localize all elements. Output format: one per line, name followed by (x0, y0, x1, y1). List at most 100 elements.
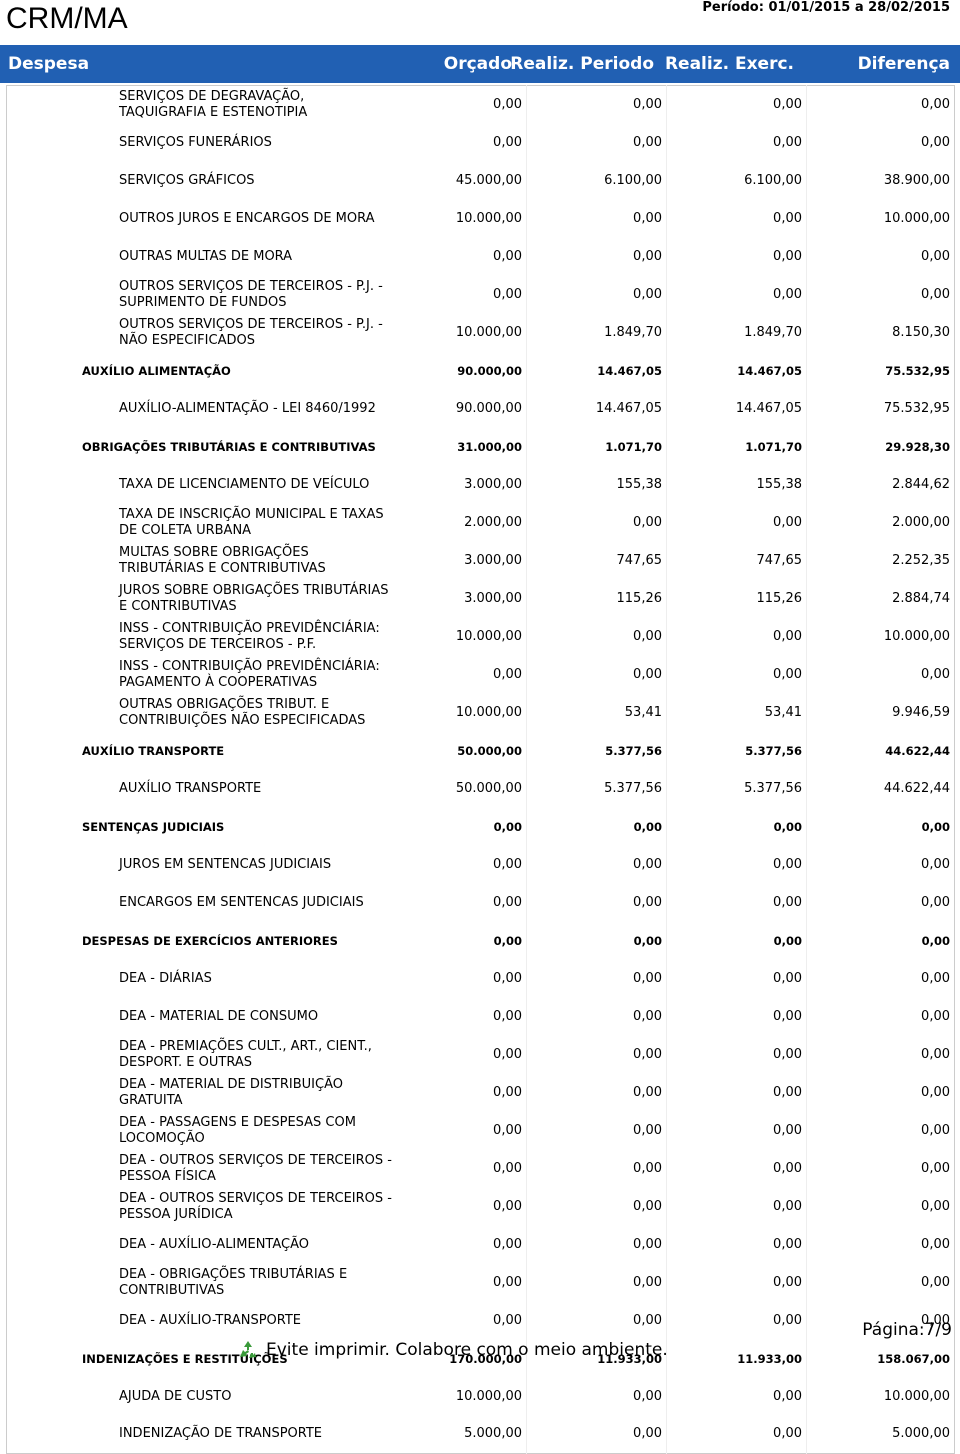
row-value: 29.928,30 (885, 439, 950, 454)
row-value: 75.532,95 (883, 400, 950, 416)
row-value: 45.000,00 (396, 161, 527, 200)
row-value: 0,00 (526, 237, 667, 276)
row-value: 5.377,56 (526, 731, 667, 770)
row-value: 2.884,74 (892, 590, 950, 606)
row-value: 1.849,70 (666, 313, 807, 352)
row-value: 0,00 (526, 655, 667, 694)
row-value: 0,00 (396, 1149, 527, 1188)
row-value: 0,00 (526, 617, 667, 656)
row-value: 50.000,00 (396, 769, 527, 808)
row-value: 3.000,00 (396, 541, 527, 580)
row-value: 2.844,62 (892, 476, 950, 492)
row-value: 5.377,56 (666, 731, 807, 770)
row-label: DEA - OUTROS SERVIÇOS DE TERCEIROS - PES… (119, 1152, 392, 1184)
item-row: DEA - PASSAGENS E DESPESAS COM LOCOMOÇÃO… (7, 1111, 955, 1150)
item-row: AJUDA DE CUSTO 10.000,00 0,00 0,00 10.000,00 (7, 1377, 955, 1416)
row-value: 1.849,70 (526, 313, 667, 352)
row-value: 0,00 (666, 503, 807, 542)
row-value: 0,00 (526, 1263, 667, 1302)
column-header: Diferença (857, 54, 950, 74)
row-value: 1.071,70 (666, 427, 807, 466)
row-value: 0,00 (666, 617, 807, 656)
row-value: 0,00 (526, 1225, 667, 1264)
row-label: AUXÍLIO TRANSPORTE (82, 743, 225, 758)
row-value: 0,00 (396, 921, 527, 960)
row-label: DEA - OBRIGAÇÕES TRIBUTÁRIAS E CONTRIBUT… (119, 1266, 348, 1298)
item-row: DEA - DIÁRIAS 0,00 0,00 0,00 0,00 (7, 959, 955, 998)
group-row: OBRIGAÇÕES TRIBUTÁRIAS E CONTRIBUTIVAS 31… (7, 427, 955, 466)
row-value: 0,00 (921, 1122, 950, 1138)
row-value: 0,00 (396, 1073, 527, 1112)
row-value: 9.946,59 (892, 704, 950, 720)
row-label: INSS - CONTRIBUIÇÃO PREVIDÊNCIÁRIA: SERV… (119, 620, 380, 652)
row-value: 0,00 (526, 123, 667, 162)
row-value: 44.622,44 (883, 780, 950, 796)
row-value: 0,00 (666, 921, 807, 960)
row-value: 0,00 (526, 1301, 667, 1340)
row-label: SERVIÇOS FUNERÁRIOS (119, 134, 272, 150)
row-value: 75.532,95 (885, 363, 950, 378)
item-row: OUTROS JUROS E ENCARGOS DE MORA 10.000,00… (7, 199, 955, 238)
row-value: 0,00 (526, 275, 667, 314)
row-value: 10.000,00 (396, 313, 527, 352)
row-label: DEA - MATERIAL DE CONSUMO (119, 1008, 319, 1024)
row-label: TAXA DE LICENCIAMENTO DE VEÍCULO (119, 476, 370, 492)
title: CRM/MA (6, 2, 128, 35)
row-value: 2.000,00 (396, 503, 527, 542)
row-value: 0,00 (526, 997, 667, 1036)
row-value: 0,00 (666, 1263, 807, 1302)
row-value: 0,00 (921, 96, 950, 112)
row-label: SERVIÇOS GRÁFICOS (119, 172, 255, 188)
row-label: JUROS SOBRE OBRIGAÇÕES TRIBUTÁRIAS E CON… (119, 582, 389, 614)
row-value: 0,00 (921, 134, 950, 150)
item-row: OUTROS SERVIÇOS DE TERCEIROS - P.J. - NÃ… (7, 313, 955, 352)
row-value: 0,00 (921, 248, 950, 264)
row-value: 11.933,00 (666, 1339, 807, 1378)
row-value: 0,00 (921, 1008, 950, 1024)
row-value: 5.377,56 (526, 769, 667, 808)
row-value: 0,00 (666, 199, 807, 238)
group-row: SENTENÇAS JUDICIAIS 0,00 0,00 0,00 0,00 (7, 807, 955, 846)
row-value: 10.000,00 (396, 1377, 527, 1416)
row-value: 115,26 (666, 579, 807, 618)
item-row: SERVIÇOS GRÁFICOS 45.000,00 6.100,00 6.100,… (7, 161, 955, 200)
row-value: 2.252,35 (892, 552, 950, 568)
row-value: 2.000,00 (892, 514, 950, 530)
item-row: TAXA DE LICENCIAMENTO DE VEÍCULO 3.000,00… (7, 465, 955, 504)
row-value: 0,00 (396, 237, 527, 276)
row-value: 10.000,00 (396, 617, 527, 656)
row-value: 0,00 (526, 1187, 667, 1226)
row-value: 0,00 (666, 807, 807, 846)
item-row: JUROS EM SENTENCAS JUDICIAIS 0,00 0,00 0,00… (7, 845, 955, 884)
item-row: DEA - PREMIAÇÕES CULT., ART., CIENT., DE… (7, 1035, 955, 1074)
row-value: 0,00 (666, 237, 807, 276)
row-value: 0,00 (396, 655, 527, 694)
row-value: 90.000,00 (396, 389, 527, 428)
row-label: AJUDA DE CUSTO (119, 1388, 232, 1404)
row-label: ENCARGOS EM SENTENCAS JUDICIAIS (119, 894, 364, 910)
row-label: DEA - MATERIAL DE DISTRIBUIÇÃO GRATUITA (119, 1076, 343, 1108)
item-row: SERVIÇOS FUNERÁRIOS 0,00 0,00 0,00 0,00 (7, 123, 955, 162)
column-header: Realiz. Periodo (510, 54, 654, 74)
row-value: 0,00 (396, 997, 527, 1036)
row-label: OUTROS SERVIÇOS DE TERCEIROS - P.J. - NÃ… (119, 316, 383, 348)
row-label: INDENIZAÇÕES E RESTITUIÇÕES (82, 1351, 288, 1366)
row-value: 0,00 (921, 1046, 950, 1062)
row-label: DEA - AUXÍLIO-TRANSPORTE (119, 1312, 302, 1328)
footer-note: Evite imprimir. Colabore com o meio ambi… (266, 1340, 668, 1360)
row-value: 0,00 (526, 199, 667, 238)
group-row: AUXÍLIO TRANSPORTE 50.000,00 5.377,56 5.377… (7, 731, 955, 770)
row-value: 31.000,00 (396, 427, 527, 466)
row-value: 5.000,00 (892, 1426, 950, 1442)
row-value: 0,00 (921, 856, 950, 872)
row-value: 0,00 (921, 1274, 950, 1290)
page-number: Página:7/9 (862, 1320, 952, 1340)
row-value: 0,00 (666, 1301, 807, 1340)
row-value: 0,00 (666, 1035, 807, 1074)
row-value: 14.467,05 (526, 389, 667, 428)
row-value: 0,00 (921, 286, 950, 302)
row-value: 3.000,00 (396, 579, 527, 618)
row-value: 0,00 (526, 1111, 667, 1150)
row-value: 0,00 (921, 1084, 950, 1100)
row-value: 0,00 (666, 959, 807, 998)
